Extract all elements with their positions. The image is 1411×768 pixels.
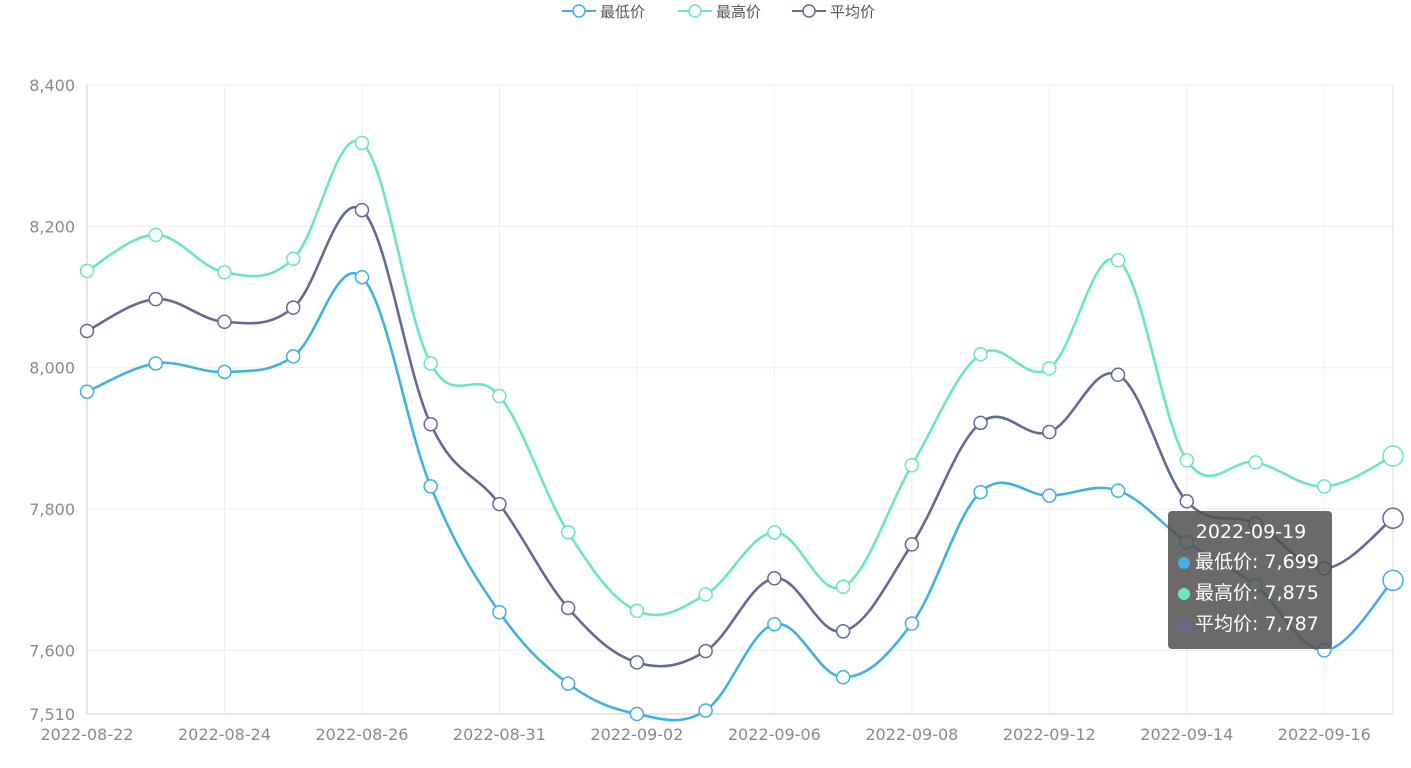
y-tick-label: 7,600: [29, 641, 75, 660]
x-tick-label: 2022-08-31: [453, 725, 546, 744]
tooltip-value-max: 最高价: 7,875: [1195, 582, 1319, 604]
data-point-2: [560, 600, 576, 616]
tooltip-title: 2022-09-19: [1195, 521, 1307, 543]
legend-item-avg[interactable]: 平均价: [792, 0, 875, 22]
data-point-2: [492, 496, 507, 512]
chart-legend: 最低价 最高价 平均价: [0, 0, 1411, 24]
data-point-0: [354, 269, 370, 285]
data-point-2: [904, 537, 920, 552]
data-point-1: [767, 525, 782, 540]
x-tick-label: 2022-09-08: [865, 725, 958, 744]
legend-min-icon: [562, 4, 596, 18]
x-tick-label: 2022-09-12: [1003, 725, 1096, 744]
legend-item-min[interactable]: 最低价: [562, 0, 645, 22]
data-point-0: [767, 616, 782, 632]
legend-label-avg: 平均价: [830, 2, 876, 21]
data-point-2: [1179, 494, 1195, 509]
legend-max-icon: [678, 4, 712, 18]
tooltip-row-max: 最高价: 7,875: [1178, 578, 1324, 609]
legend-avg-icon: [792, 4, 826, 18]
data-point-2: [354, 202, 370, 218]
series-line-0: [86, 272, 1394, 722]
data-point-1: [148, 227, 163, 243]
legend-label-min: 最低价: [600, 2, 646, 21]
data-point-2: [148, 291, 163, 307]
data-point-0: [629, 706, 645, 722]
x-tick-label: 2022-09-02: [590, 725, 683, 744]
data-point-0: [1042, 488, 1057, 503]
y-tick-label: 7,800: [29, 500, 75, 519]
data-point-1: [698, 587, 713, 602]
data-point-2: [423, 416, 438, 432]
x-tick-label: 2022-09-06: [728, 725, 821, 744]
tooltip-dot-min: [1178, 556, 1190, 569]
data-point-0: [79, 384, 95, 399]
x-tick-label: 2022-08-22: [41, 725, 134, 744]
y-tick-label: 8,000: [29, 359, 75, 378]
data-point-0: [285, 349, 301, 364]
data-point-2: [217, 314, 232, 330]
data-point-1: [492, 388, 507, 404]
tooltip-value-avg: 平均价: 7,787: [1195, 613, 1319, 635]
data-point-0: [560, 676, 576, 691]
data-point-2: [79, 323, 95, 339]
data-point-0: [973, 484, 988, 500]
data-point-1: [1382, 445, 1404, 467]
series-line-1: [86, 139, 1394, 617]
data-point-0: [698, 703, 713, 718]
tooltip-row-avg: 平均价: 7,787: [1178, 609, 1324, 640]
y-tick-label: 8,400: [29, 76, 75, 95]
data-point-2: [1110, 367, 1126, 383]
series-line-2: [86, 205, 1394, 668]
data-point-1: [904, 457, 920, 473]
y-tick-label: 7,510: [29, 705, 75, 724]
data-point-0: [1110, 483, 1126, 498]
data-point-1: [217, 265, 232, 280]
tooltip-dot-max: [1178, 587, 1190, 600]
x-tick-label: 2022-09-16: [1278, 725, 1371, 744]
data-point-1: [1179, 453, 1195, 468]
data-point-2: [767, 571, 782, 586]
data-point-1: [629, 603, 645, 619]
chart-tooltip: 2022-09-19 最低价: 7,699 最高价: 7,875 平均价: 7,…: [1168, 511, 1332, 649]
legend-label-max: 最高价: [716, 2, 762, 21]
legend-item-max[interactable]: 最高价: [678, 0, 761, 22]
data-point-1: [285, 251, 301, 267]
data-point-2: [973, 415, 988, 431]
data-point-0: [1382, 569, 1404, 592]
data-point-1: [1317, 479, 1332, 494]
tooltip-value-min: 最低价: 7,699: [1195, 551, 1319, 573]
data-point-0: [904, 616, 920, 631]
data-point-0: [423, 479, 438, 494]
data-point-1: [1042, 361, 1057, 376]
x-tick-label: 2022-08-24: [178, 725, 271, 744]
data-point-2: [1382, 507, 1404, 529]
data-point-1: [423, 356, 438, 371]
data-point-2: [629, 655, 645, 670]
data-point-2: [1042, 424, 1057, 440]
data-point-1: [560, 525, 576, 540]
data-point-0: [217, 364, 232, 380]
data-point-1: [1110, 253, 1126, 268]
data-point-1: [1248, 455, 1263, 470]
tooltip-dot-avg: [1178, 618, 1190, 631]
data-point-1: [354, 135, 370, 151]
y-tick-label: 8,200: [29, 217, 75, 236]
data-point-0: [835, 669, 851, 685]
data-point-1: [79, 263, 95, 279]
data-point-1: [973, 347, 988, 362]
tooltip-row-min: 最低价: 7,699: [1178, 547, 1324, 578]
x-tick-label: 2022-09-14: [1140, 725, 1233, 744]
data-point-0: [148, 356, 163, 371]
data-point-2: [835, 624, 851, 639]
data-point-2: [698, 643, 713, 659]
data-point-0: [492, 604, 507, 620]
data-point-2: [285, 300, 301, 315]
data-point-1: [835, 579, 851, 595]
x-tick-label: 2022-08-26: [315, 725, 408, 744]
